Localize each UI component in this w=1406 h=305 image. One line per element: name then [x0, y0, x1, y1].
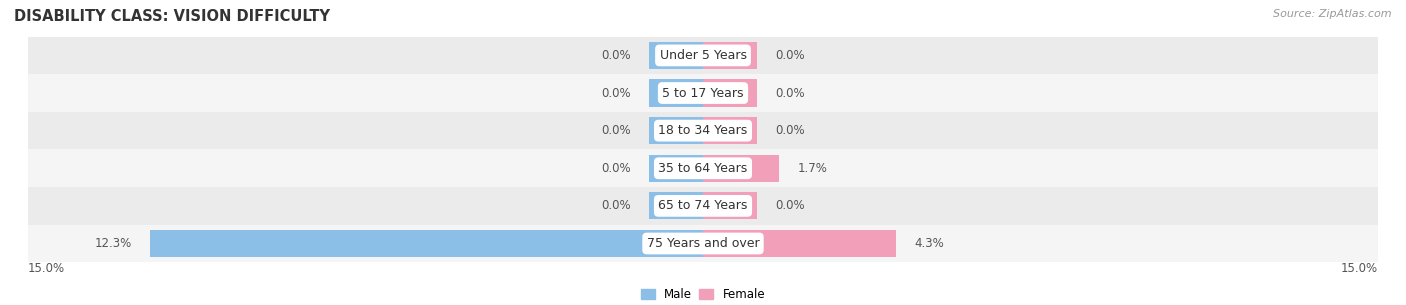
- Text: 0.0%: 0.0%: [775, 49, 804, 62]
- Bar: [703, 42, 756, 69]
- Bar: [650, 42, 703, 69]
- Text: 1.7%: 1.7%: [797, 162, 827, 175]
- Legend: Male, Female: Male, Female: [636, 284, 770, 305]
- Text: 5 to 17 Years: 5 to 17 Years: [662, 87, 744, 99]
- Text: 0.0%: 0.0%: [602, 199, 631, 212]
- Text: 65 to 74 Years: 65 to 74 Years: [658, 199, 748, 212]
- Bar: [149, 230, 703, 257]
- Bar: [650, 155, 703, 182]
- Bar: [703, 117, 756, 144]
- Text: Under 5 Years: Under 5 Years: [659, 49, 747, 62]
- Text: 0.0%: 0.0%: [602, 49, 631, 62]
- Bar: [28, 225, 1378, 262]
- Bar: [28, 149, 1378, 187]
- Bar: [703, 80, 756, 106]
- Text: 0.0%: 0.0%: [775, 87, 804, 99]
- Bar: [650, 192, 703, 219]
- Bar: [28, 187, 1378, 225]
- Bar: [28, 112, 1378, 149]
- Bar: [28, 74, 1378, 112]
- Text: 35 to 64 Years: 35 to 64 Years: [658, 162, 748, 175]
- Text: 0.0%: 0.0%: [775, 199, 804, 212]
- Text: DISABILITY CLASS: VISION DIFFICULTY: DISABILITY CLASS: VISION DIFFICULTY: [14, 9, 330, 24]
- Text: 15.0%: 15.0%: [1341, 262, 1378, 275]
- Text: 18 to 34 Years: 18 to 34 Years: [658, 124, 748, 137]
- Bar: [703, 155, 779, 182]
- Text: 4.3%: 4.3%: [914, 237, 945, 250]
- Bar: [703, 230, 897, 257]
- Text: 12.3%: 12.3%: [94, 237, 132, 250]
- Text: 0.0%: 0.0%: [775, 124, 804, 137]
- Text: 0.0%: 0.0%: [602, 87, 631, 99]
- Bar: [703, 192, 756, 219]
- Bar: [28, 37, 1378, 74]
- Text: 0.0%: 0.0%: [602, 124, 631, 137]
- Bar: [650, 117, 703, 144]
- Text: 75 Years and over: 75 Years and over: [647, 237, 759, 250]
- Text: 15.0%: 15.0%: [28, 262, 65, 275]
- Bar: [650, 80, 703, 106]
- Text: 0.0%: 0.0%: [602, 162, 631, 175]
- Text: Source: ZipAtlas.com: Source: ZipAtlas.com: [1274, 9, 1392, 19]
